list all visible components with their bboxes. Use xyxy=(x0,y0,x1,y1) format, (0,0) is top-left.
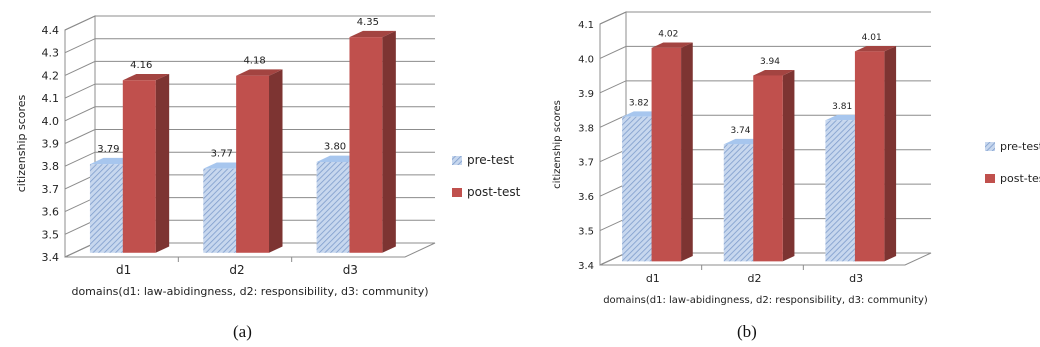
gridline xyxy=(64,83,435,99)
y-tick-label: 3.4 xyxy=(578,261,594,272)
y-axis-title: citizenship scores xyxy=(552,100,563,189)
bar-posttest-d2 xyxy=(753,70,795,262)
data-label: 4.35 xyxy=(357,17,379,28)
y-tick-label: 3.8 xyxy=(578,123,594,134)
data-label: 4.18 xyxy=(243,55,265,66)
gridline xyxy=(64,15,435,31)
bar-top xyxy=(854,45,897,52)
y-tick-label: 4.1 xyxy=(578,20,594,31)
y-tick-label: 4.3 xyxy=(42,47,60,60)
bar-front xyxy=(651,47,682,262)
data-label: 3.80 xyxy=(324,142,346,153)
bar-posttest-d2 xyxy=(236,69,283,253)
gridline xyxy=(64,129,435,144)
y-tick-label: 4.4 xyxy=(42,24,60,37)
gridline xyxy=(64,60,435,76)
bar-front xyxy=(825,120,855,262)
bar-front xyxy=(236,75,270,253)
gridline xyxy=(599,45,931,59)
y-tick-label: 4.0 xyxy=(42,115,60,128)
bar-top xyxy=(349,30,396,38)
y-tick-label: 4.1 xyxy=(42,92,60,105)
data-label: 4.02 xyxy=(658,30,678,40)
bar-front xyxy=(89,164,123,253)
y-tick-label: 3.5 xyxy=(42,228,60,241)
panel-b-label: (b) xyxy=(737,322,757,341)
y-tick-label: 3.7 xyxy=(42,183,60,196)
bar-side xyxy=(382,30,396,253)
legend-swatch xyxy=(452,188,462,197)
bar-side xyxy=(782,70,795,262)
legend-swatch xyxy=(452,156,462,165)
x-tick-label: d1 xyxy=(646,272,660,285)
y-tick-label: 3.9 xyxy=(42,138,60,151)
bar-side xyxy=(681,42,693,262)
bar-front xyxy=(349,37,383,253)
gridline xyxy=(599,80,931,94)
legend-swatch xyxy=(985,142,995,151)
bar-side xyxy=(155,73,170,253)
bar-top xyxy=(122,73,170,81)
bar-front xyxy=(316,161,350,253)
legend-label: post-test xyxy=(467,185,521,199)
x-tick-label: d1 xyxy=(116,263,131,277)
bar-front xyxy=(122,80,156,253)
gridline xyxy=(599,11,931,25)
x-tick-label: d3 xyxy=(849,272,863,285)
x-axis-title: domains(d1: law-abidingness, d2: respons… xyxy=(603,295,928,306)
x-tick-label: d2 xyxy=(229,263,244,277)
bar-posttest-d1 xyxy=(122,73,170,253)
y-tick-label: 3.4 xyxy=(42,251,60,264)
bar-top xyxy=(236,69,283,76)
bar-top xyxy=(753,70,795,76)
data-label: 3.79 xyxy=(97,144,119,155)
data-label: 3.77 xyxy=(211,148,233,159)
gridline xyxy=(64,106,435,122)
bar-posttest-d3 xyxy=(349,30,396,253)
bar-front xyxy=(753,75,783,262)
x-tick-label: d3 xyxy=(343,263,358,277)
x-axis-title: domains(d1: law-abidingness, d2: respons… xyxy=(71,285,428,298)
bar-front xyxy=(723,144,754,262)
y-axis-title: citizenship scores xyxy=(15,94,28,192)
bar-posttest-d1 xyxy=(651,42,693,262)
bar-front xyxy=(203,168,237,253)
chart-panel-a: 3.4 3.5 3.6 3.7 3.8 3.9 4.0 4.1 4.2 4.3 4.4 d1 3.79 4… xyxy=(15,15,521,298)
data-label: 3.81 xyxy=(832,102,852,112)
y-tick-label: 3.7 xyxy=(578,158,594,169)
bar-side xyxy=(884,45,897,262)
y-tick-label: 3.6 xyxy=(578,192,594,203)
bar-posttest-d3 xyxy=(854,45,897,262)
legend-label: pre-test xyxy=(1000,140,1040,153)
panel-a-label: (a) xyxy=(233,322,252,341)
y-tick-label: 3.8 xyxy=(42,160,60,173)
data-label: 4.01 xyxy=(862,33,882,43)
gridline xyxy=(64,38,435,54)
x-tick-label: d2 xyxy=(748,272,762,285)
y-tick-label: 4.0 xyxy=(578,54,594,65)
gridline xyxy=(64,151,435,167)
y-tick-label: 4.2 xyxy=(42,69,60,82)
y-tick-label: 3.9 xyxy=(578,89,594,100)
bar-front xyxy=(622,116,652,262)
data-label: 3.94 xyxy=(760,57,780,67)
y-tick-label: 3.5 xyxy=(578,227,594,238)
data-label: 4.16 xyxy=(130,60,152,71)
chart-panel-b: 3.4 3.5 3.6 3.7 3.8 3.9 4.0 4.1 d1 3.82 4.02 d2 3.74… xyxy=(552,11,1040,306)
bar-front xyxy=(854,51,885,262)
data-label: 3.74 xyxy=(730,126,750,136)
legend-label: pre-test xyxy=(467,153,514,167)
y-tick-label: 3.6 xyxy=(42,206,60,219)
data-label: 3.82 xyxy=(629,98,649,108)
bar-top xyxy=(651,42,693,48)
bar-side xyxy=(269,69,283,253)
legend-label: post-test xyxy=(1000,172,1040,185)
legend-swatch xyxy=(985,174,995,183)
